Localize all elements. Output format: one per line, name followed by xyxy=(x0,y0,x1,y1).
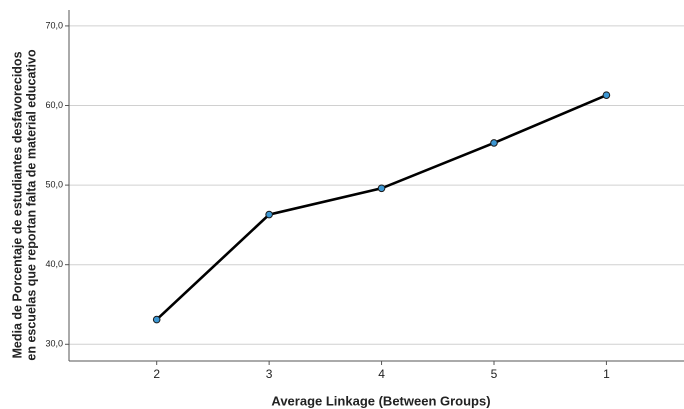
x-tick-label: 4 xyxy=(378,367,385,381)
y-tick-label: 60,0 xyxy=(45,100,63,110)
data-point xyxy=(265,210,273,219)
x-tick-label: 5 xyxy=(491,367,498,381)
x-tick-label: 2 xyxy=(153,367,160,381)
y-axis-label-line: Media de Porcentaje de estudiantes desfa… xyxy=(10,51,24,358)
y-axis-label: Media de Porcentaje de estudiantes desfa… xyxy=(10,49,38,361)
data-point xyxy=(152,315,161,324)
y-tick-label: 50,0 xyxy=(45,179,63,189)
x-axis-label: Average Linkage (Between Groups) xyxy=(271,393,490,408)
data-point xyxy=(490,139,498,147)
x-tick-label: 3 xyxy=(266,367,273,381)
y-tick-label: 40,0 xyxy=(45,259,63,269)
data-point xyxy=(602,91,611,99)
y-axis-label-line: en escuelas que reportan falta de materi… xyxy=(24,49,38,361)
y-tick-label: 70,0 xyxy=(45,20,63,30)
y-tick-label: 30,0 xyxy=(45,339,63,349)
data-point xyxy=(377,184,386,193)
x-tick-label: 1 xyxy=(603,367,610,381)
